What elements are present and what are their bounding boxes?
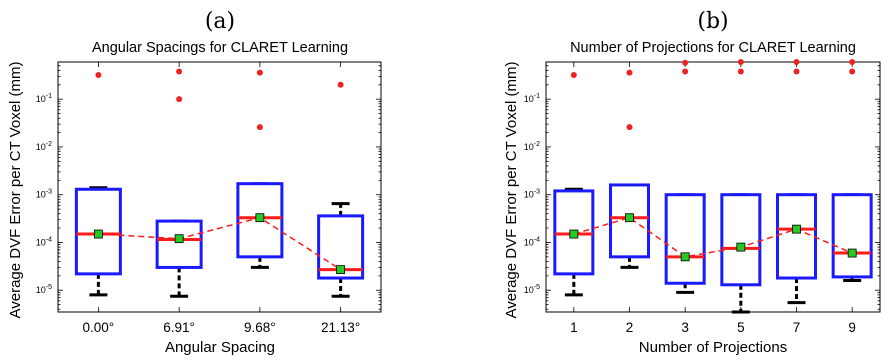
- x-axis-label-b: Number of Projections: [639, 339, 787, 356]
- box-iqr: [664, 193, 706, 285]
- y-tick-label: 10-2: [36, 141, 52, 152]
- x-tick-label: 5: [737, 320, 745, 335]
- outlier-point: [176, 96, 183, 103]
- outlier-point: [682, 68, 689, 75]
- plot-frame-b: [545, 61, 881, 313]
- outlier-point: [570, 72, 577, 79]
- panel-a: (a) Angular Spacings for CLARET Learning…: [7, 9, 382, 356]
- plot-area-b: 10-5 10-4 10-3 10-2 10-1 1 2 3 5 7 9: [524, 59, 880, 335]
- outlier-point: [849, 68, 856, 75]
- mean-marker: [93, 229, 103, 239]
- panel-label-b: (b): [697, 9, 728, 34]
- box-2: [155, 68, 203, 298]
- box-4: [317, 81, 365, 298]
- box-1: [553, 72, 595, 297]
- outlier-point: [849, 59, 856, 65]
- outlier-point: [682, 59, 689, 66]
- outlier-point: [737, 68, 744, 75]
- chart-title-a: Angular Spacings for CLARET Learning: [92, 40, 348, 56]
- mean-marker: [625, 213, 634, 223]
- x-tick-label: 1: [570, 320, 578, 335]
- box-1: [74, 72, 122, 297]
- mean-trend-line: [98, 216, 342, 271]
- mean-marker: [255, 213, 265, 223]
- mean-marker: [792, 224, 801, 234]
- x-tick-label: 21.13°: [321, 320, 360, 335]
- outlier-point: [337, 81, 344, 88]
- y-tick-label: 10-3: [524, 189, 540, 200]
- outlier-point: [176, 68, 183, 75]
- box-iqr: [155, 219, 203, 269]
- box-iqr: [831, 193, 873, 279]
- mean-marker: [736, 242, 746, 252]
- mean-marker: [336, 265, 346, 275]
- outlier-point: [626, 124, 633, 131]
- panel-b: (b) Number of Projections for CLARET Lea…: [503, 9, 881, 356]
- box-4: [720, 59, 762, 314]
- plot-frame-a: [57, 61, 382, 313]
- mean-trend-line: [573, 216, 853, 258]
- outlier-point: [737, 59, 744, 65]
- y-tick-label: 10-1: [36, 93, 52, 104]
- x-tick-label: 2: [626, 320, 634, 335]
- y-tick-label: 10-4: [524, 236, 540, 247]
- box-2: [609, 69, 650, 269]
- mean-marker: [569, 229, 579, 239]
- y-axis-label-b: Average DVF Error per CT Voxel (mm): [503, 61, 520, 318]
- x-tick-label: 6.91°: [163, 320, 195, 335]
- chart-title-b: Number of Projections for CLARET Learnin…: [570, 40, 856, 56]
- panel-label-a: (a): [205, 9, 235, 34]
- outlier-point: [256, 124, 263, 131]
- mean-marker: [174, 234, 184, 244]
- mean-marker: [847, 248, 857, 258]
- outlier-point: [256, 69, 263, 76]
- plot-area-a: 10-5 10-4 10-3 10-2 10-1 0.00° 6.91° 9.68° 21.13…: [36, 62, 381, 335]
- box-3: [236, 69, 284, 269]
- x-tick-label: 7: [793, 320, 801, 335]
- box-6: [831, 59, 873, 282]
- outlier-point: [95, 72, 102, 79]
- mean-marker: [680, 252, 690, 262]
- y-tick-label: 10-5: [36, 284, 52, 295]
- y-tick-label: 10-3: [36, 189, 52, 200]
- y-tick-label: 10-4: [36, 236, 52, 247]
- outlier-point: [626, 69, 633, 76]
- box-5: [776, 59, 817, 305]
- x-tick-label: 0.00°: [83, 320, 115, 335]
- box-iqr: [776, 193, 817, 280]
- y-tick-label: 10-5: [524, 284, 540, 295]
- y-tick-label: 10-2: [524, 141, 540, 152]
- x-tick-label: 9: [848, 320, 856, 335]
- y-axis-label-a: Average DVF Error per CT Voxel (mm): [7, 61, 24, 318]
- box-3: [664, 59, 706, 294]
- outlier-point: [793, 59, 800, 65]
- box-iqr: [720, 193, 762, 287]
- x-tick-label: 3: [681, 320, 689, 335]
- outlier-point: [793, 68, 800, 75]
- y-tick-label: 10-1: [524, 93, 540, 104]
- x-tick-label: 9.68°: [244, 320, 276, 335]
- x-axis-label-a: Angular Spacing: [165, 339, 275, 356]
